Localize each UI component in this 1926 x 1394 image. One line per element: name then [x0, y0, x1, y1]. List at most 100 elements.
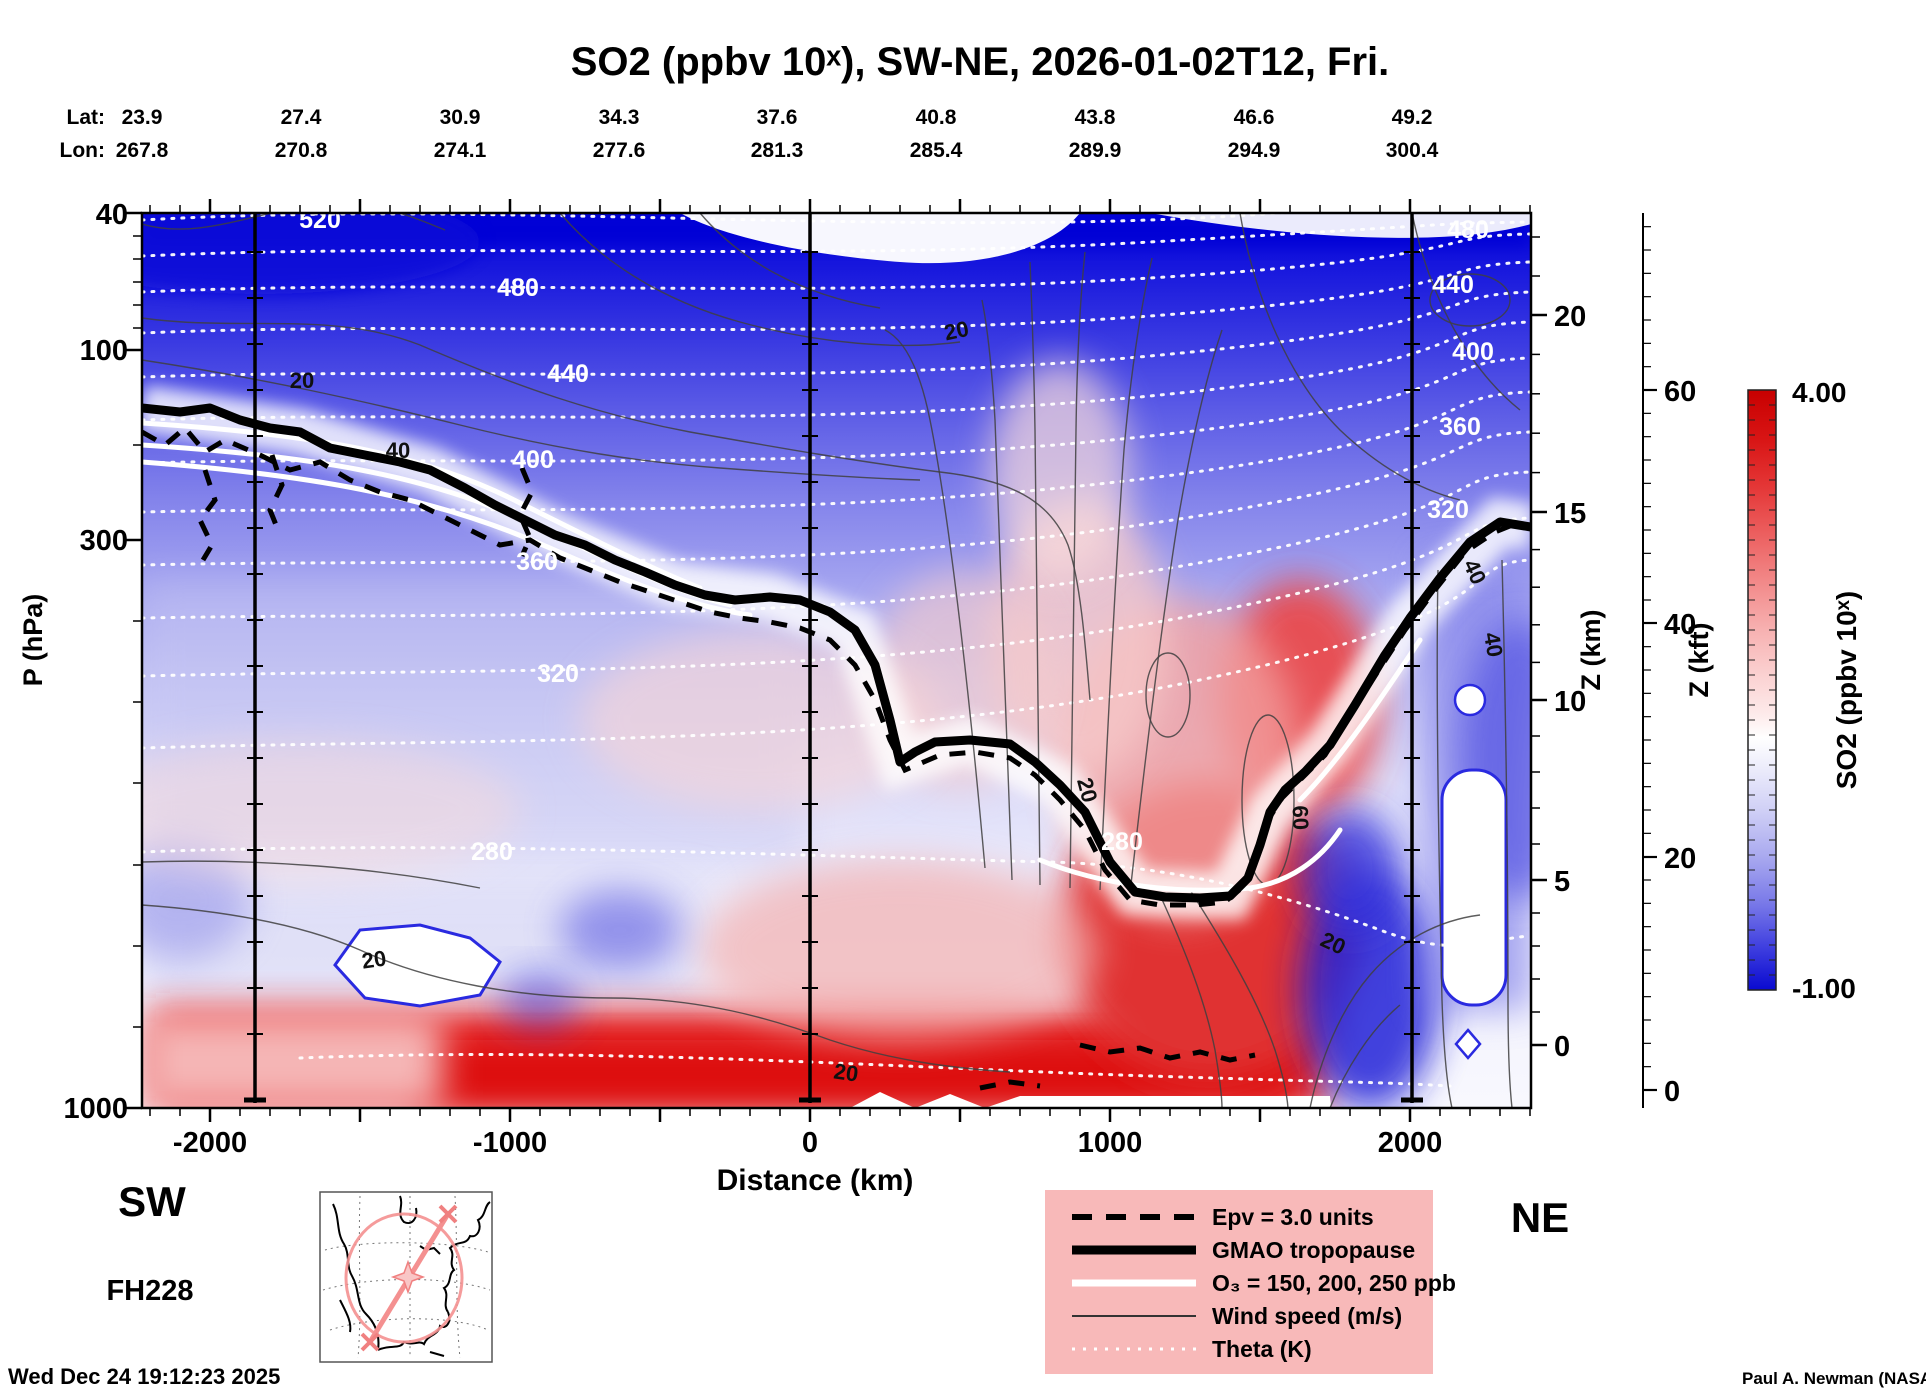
- kft-tick: 40: [1664, 609, 1696, 641]
- lon-value: 274.1: [434, 139, 487, 162]
- lon-value: 300.4: [1386, 139, 1439, 162]
- lat-value: 27.4: [281, 106, 322, 129]
- plot-title: SO2 (ppbv 10ˣ), SW-NE, 2026-01-02T12, Fr…: [571, 40, 1390, 84]
- pressure-axis-label: P (hPa): [18, 594, 48, 687]
- altitude-kft-axis-label: Z (kft): [1684, 623, 1714, 698]
- map-transect-endpoints: [360, 1204, 458, 1352]
- legend-item-tropopause: GMAO tropopause: [1212, 1237, 1415, 1263]
- altitude-kft-axis: 60 40 20 0 Z (kft): [1664, 376, 1714, 1108]
- lon-value: 270.8: [275, 139, 328, 162]
- so2-filled-field: [142, 213, 1531, 1108]
- theta-label: 400: [512, 446, 554, 474]
- sw-endpoint-label: SW: [118, 1178, 186, 1225]
- lat-lon-header: Lat: Lon: 23.9 27.4 30.9 34.3 37.6 40.8 …: [60, 106, 1439, 162]
- pressure-axis: 40 100 300 1000 P (hPa): [18, 199, 128, 1125]
- theta-label: 280: [1101, 828, 1143, 856]
- credit-text: Paul A. Newman (NASA: [1742, 1369, 1926, 1388]
- theta-label: 320: [1427, 496, 1469, 524]
- theta-label: 360: [516, 548, 558, 576]
- pressure-tick: 100: [80, 335, 128, 367]
- lat-row-label: Lat:: [67, 106, 106, 129]
- theta-label: 440: [547, 360, 589, 388]
- pressure-tick: 40: [96, 199, 128, 231]
- legend-item-theta: Theta (K): [1212, 1336, 1312, 1362]
- km-tick: 0: [1554, 1031, 1570, 1063]
- theta-label: 360: [1439, 413, 1481, 441]
- kft-tick: 60: [1664, 376, 1696, 408]
- pressure-tick: 300: [80, 525, 128, 557]
- reference-lines: [244, 213, 1423, 1103]
- wind-label: 20: [942, 316, 971, 346]
- colorbar-min-label: -1.00: [1792, 973, 1856, 1004]
- map-range-circle: [344, 1212, 464, 1344]
- kft-tick: 20: [1664, 843, 1696, 875]
- lon-value: 267.8: [116, 139, 169, 162]
- surface-white-zigzag: [850, 1092, 1331, 1108]
- lat-value: 23.9: [122, 106, 163, 129]
- creation-timestamp: Wed Dec 24 19:12:23 2025: [8, 1364, 280, 1389]
- wind-label: 60: [1288, 805, 1314, 830]
- white-pocket-left: [333, 923, 502, 1008]
- plot-border: [140, 211, 1533, 1110]
- theta-label: 480: [497, 274, 539, 302]
- lon-value: 277.6: [593, 139, 646, 162]
- distance-tick: 0: [802, 1127, 818, 1159]
- lon-value: 285.4: [910, 139, 963, 162]
- pressure-tick: 1000: [63, 1093, 128, 1125]
- lat-value: 37.6: [757, 106, 798, 129]
- colorbar-axis-label: SO2 (ppbv 10ˣ): [1831, 591, 1862, 790]
- lon-value: 281.3: [751, 139, 804, 162]
- map-inset: [319, 1191, 493, 1363]
- lon-value: 294.9: [1228, 139, 1281, 162]
- wind-label: 20: [290, 368, 314, 393]
- lat-value: 30.9: [440, 106, 481, 129]
- legend-item-epv: Epv = 3.0 units: [1212, 1204, 1374, 1230]
- ne-endpoint-label: NE: [1511, 1194, 1569, 1241]
- colorbar-max-label: 4.00: [1792, 377, 1847, 408]
- lon-value: 289.9: [1069, 139, 1122, 162]
- gmao-tropopause-line: [142, 403, 1531, 903]
- wind-label: 20: [832, 1058, 860, 1086]
- lat-value: 34.3: [599, 106, 640, 129]
- wind-label: 40: [1479, 630, 1508, 658]
- legend-item-o3: O₃ = 150, 200, 250 ppb: [1212, 1270, 1456, 1296]
- lon-row-label: Lon:: [60, 139, 105, 162]
- legend: Epv = 3.0 units GMAO tropopause O₃ = 150…: [1045, 1190, 1456, 1374]
- theta-contour-labels: 520 480 480 440 440 400 400 360 360 320 …: [299, 206, 1494, 866]
- distance-axis: -2000 -1000 0 1000 2000 Distance (km): [173, 1127, 1442, 1197]
- km-tick: 20: [1554, 301, 1586, 333]
- lat-value: 46.6: [1234, 106, 1275, 129]
- map-coastline: [332, 1195, 491, 1357]
- forecast-hour-label: FH228: [106, 1275, 193, 1307]
- km-tick: 10: [1554, 686, 1586, 718]
- theta-label: 520: [299, 206, 341, 234]
- lat-value: 40.8: [916, 106, 957, 129]
- altitude-km-axis-label: Z (km): [1576, 610, 1606, 691]
- altitude-km-axis: 20 15 10 5 0 Z (km): [1554, 301, 1606, 1063]
- map-center-star: [390, 1259, 426, 1295]
- legend-item-wind: Wind speed (m/s): [1212, 1303, 1402, 1329]
- km-tick: 5: [1554, 866, 1570, 898]
- km-tick: 15: [1554, 498, 1586, 530]
- colorbar: 4.00 -1.00 SO2 (ppbv 10ˣ): [1747, 377, 1862, 1004]
- wind-speed-contours: [142, 213, 1521, 1108]
- distance-axis-label: Distance (km): [717, 1164, 914, 1197]
- distance-tick: -2000: [173, 1127, 247, 1159]
- wind-label: 40: [386, 438, 410, 463]
- wind-label: 20: [360, 945, 388, 973]
- white-pocket-right: [1440, 768, 1508, 1007]
- distance-tick: 2000: [1378, 1127, 1443, 1159]
- lat-value: 43.8: [1075, 106, 1116, 129]
- reference-line-ticks: [247, 251, 1420, 1035]
- distance-tick: 1000: [1078, 1127, 1143, 1159]
- theta-label: 400: [1452, 338, 1494, 366]
- contour-overlays: 520 480 480 440 440 400 400 360 360 320 …: [142, 206, 1531, 1108]
- theta-label: 480: [1447, 216, 1489, 244]
- distance-tick: -1000: [473, 1127, 547, 1159]
- theta-label: 320: [537, 660, 579, 688]
- theta-label: 440: [1432, 271, 1474, 299]
- lat-value: 49.2: [1392, 106, 1433, 129]
- kft-tick: 0: [1664, 1076, 1680, 1108]
